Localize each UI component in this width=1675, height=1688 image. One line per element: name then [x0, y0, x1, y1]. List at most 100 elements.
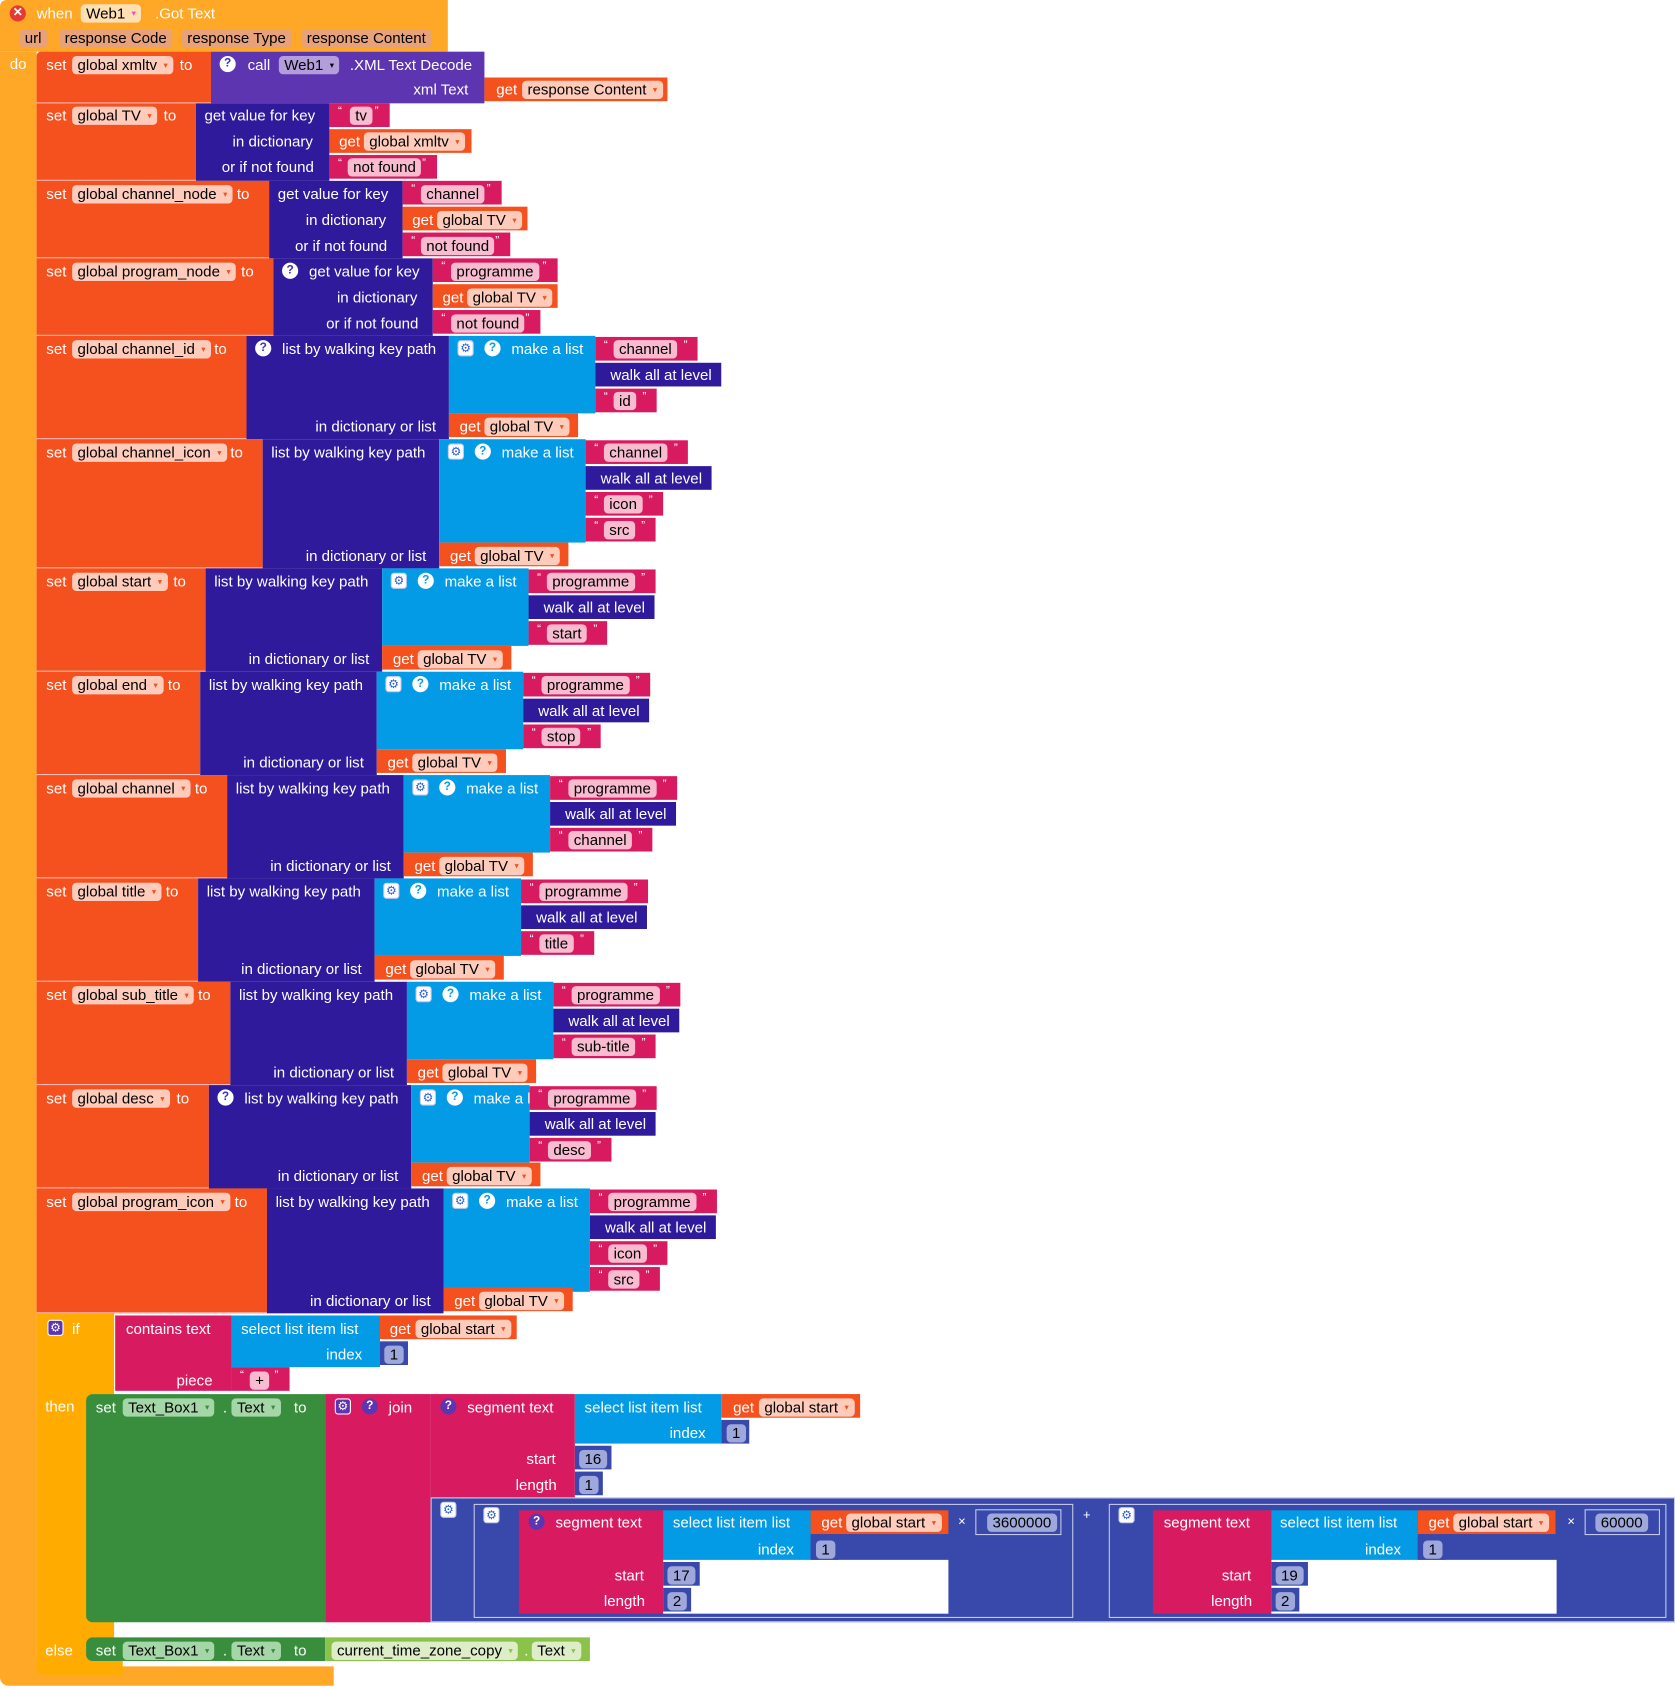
list-by-walking-key-path-block[interactable] — [208, 1085, 412, 1189]
help-icon[interactable]: ? — [479, 1192, 496, 1209]
var-dropdown[interactable]: global desc ▾ — [72, 1089, 170, 1108]
segment-text-block-minutes[interactable] — [1152, 1510, 1272, 1614]
contains-text-block[interactable] — [115, 1315, 232, 1391]
number-value[interactable]: 17 — [667, 1566, 695, 1585]
param-url[interactable]: url — [19, 29, 47, 48]
help-icon[interactable]: ? — [219, 55, 236, 73]
var-dropdown[interactable]: global channel_icon ▾ — [72, 443, 227, 462]
gear-icon[interactable]: ⚙ — [385, 676, 402, 693]
walk-all-at-level-block[interactable]: walk all at level — [589, 1215, 717, 1240]
gear-icon[interactable]: ⚙ — [483, 1507, 500, 1524]
walk-all-at-level-block[interactable]: walk all at level — [595, 362, 722, 387]
component-dropdown-web1[interactable]: Web1 ▾ — [278, 55, 340, 75]
help-icon[interactable]: ? — [361, 1398, 378, 1415]
var-dropdown[interactable]: response Content ▾ — [522, 80, 663, 100]
help-icon[interactable]: ? — [484, 340, 501, 357]
help-icon[interactable]: ? — [282, 262, 299, 279]
property-dropdown-text[interactable]: Text ▾ — [231, 1641, 281, 1660]
help-icon[interactable]: ? — [217, 1089, 234, 1106]
var-dropdown[interactable]: global TV ▾ — [410, 960, 496, 979]
join-block[interactable] — [325, 1394, 431, 1623]
var-dropdown[interactable]: global end ▾ — [72, 676, 164, 695]
help-icon[interactable]: ? — [442, 986, 459, 1003]
var-dropdown[interactable]: global program_node ▾ — [72, 262, 237, 281]
segment-text-block-hours[interactable] — [518, 1510, 664, 1614]
number-value[interactable]: 2 — [1275, 1592, 1295, 1611]
component-dropdown-tz-copy[interactable]: current_time_zone_copy ▾ — [331, 1641, 519, 1660]
gear-icon[interactable]: ⚙ — [47, 1319, 64, 1336]
var-dropdown[interactable]: global TV ▾ — [446, 1166, 532, 1186]
string-value[interactable]: start — [546, 624, 587, 643]
component-dropdown-web1[interactable]: Web1 ▾ — [80, 4, 142, 23]
param-response-code[interactable]: response Code — [59, 29, 173, 48]
var-dropdown[interactable]: global TV ▾ — [442, 1063, 528, 1082]
gear-icon[interactable]: ⚙ — [412, 779, 429, 796]
var-dropdown[interactable]: global start ▾ — [846, 1513, 942, 1532]
help-icon[interactable]: ? — [255, 340, 272, 357]
walk-all-at-level-block[interactable]: walk all at level — [523, 698, 650, 723]
gear-icon[interactable]: ⚙ — [447, 443, 464, 460]
string-value[interactable]: stop — [541, 727, 581, 747]
var-dropdown[interactable]: global TV ▾ — [484, 417, 570, 436]
number-value[interactable]: 60000 — [1595, 1513, 1649, 1532]
string-value[interactable]: not found — [420, 236, 495, 256]
help-icon[interactable]: ? — [410, 882, 427, 899]
var-dropdown[interactable]: global xmltv ▾ — [72, 55, 174, 75]
string-value[interactable]: channel — [568, 831, 632, 850]
gear-icon[interactable]: ⚙ — [457, 340, 474, 357]
string-value[interactable]: programme — [546, 572, 635, 591]
var-dropdown[interactable]: global start ▾ — [1453, 1513, 1549, 1532]
var-dropdown[interactable]: global TV ▾ — [417, 650, 503, 669]
number-value[interactable]: 1 — [726, 1424, 746, 1443]
component-dropdown-textbox1[interactable]: Text_Box1 ▾ — [122, 1641, 215, 1660]
var-dropdown[interactable]: global program_icon ▾ — [72, 1192, 231, 1212]
help-icon[interactable]: ? — [528, 1513, 545, 1530]
string-value[interactable]: channel — [603, 443, 668, 462]
param-response-content[interactable]: response Content — [301, 29, 432, 48]
list-by-walking-key-path-block[interactable] — [205, 568, 383, 672]
number-value[interactable]: 2 — [667, 1592, 687, 1611]
gear-icon[interactable]: ⚙ — [419, 1089, 436, 1106]
walk-all-at-level-block[interactable]: walk all at level — [528, 595, 655, 619]
number-value[interactable]: 16 — [579, 1450, 607, 1469]
string-value[interactable]: desc — [547, 1141, 591, 1160]
param-response-type[interactable]: response Type — [181, 29, 292, 48]
set-textbox1-text-block[interactable] — [86, 1394, 326, 1623]
string-value[interactable]: sub-title — [571, 1037, 636, 1057]
string-value[interactable]: programme — [608, 1192, 697, 1212]
list-by-walking-key-path-block[interactable] — [246, 335, 449, 440]
gear-icon[interactable]: ⚙ — [452, 1192, 469, 1209]
walk-all-at-level-block[interactable]: walk all at level — [550, 801, 677, 826]
string-value[interactable]: icon — [603, 495, 643, 514]
var-dropdown[interactable]: global start ▾ — [758, 1398, 855, 1417]
list-by-walking-key-path-block[interactable] — [262, 439, 440, 569]
help-icon[interactable]: ? — [440, 1398, 457, 1415]
gear-icon[interactable]: ⚙ — [390, 572, 407, 589]
select-list-item-block[interactable] — [663, 1510, 811, 1560]
help-icon[interactable]: ? — [474, 443, 491, 460]
var-dropdown[interactable]: global start ▾ — [415, 1319, 511, 1339]
help-icon[interactable]: ? — [417, 572, 434, 589]
gear-icon[interactable]: ⚙ — [440, 1501, 457, 1518]
var-dropdown[interactable]: global xmltv ▾ — [363, 132, 465, 151]
string-value[interactable]: src — [603, 521, 635, 540]
help-icon[interactable]: ? — [446, 1089, 463, 1106]
help-icon[interactable]: ? — [412, 676, 429, 693]
call-web1-xml-decode-block[interactable] — [210, 51, 485, 104]
string-value[interactable]: programme — [571, 986, 660, 1005]
walk-all-at-level-block[interactable]: walk all at level — [585, 466, 712, 490]
string-value[interactable]: programme — [547, 1089, 636, 1108]
var-dropdown[interactable]: global TV ▾ — [72, 106, 158, 125]
string-value[interactable]: programme — [541, 676, 630, 695]
var-dropdown[interactable]: global sub_title ▾ — [72, 986, 195, 1005]
number-value[interactable]: 1 — [384, 1345, 404, 1364]
string-value[interactable]: programme — [568, 779, 657, 798]
list-by-walking-key-path-block[interactable] — [200, 671, 377, 776]
var-dropdown[interactable]: global TV ▾ — [479, 1291, 565, 1311]
select-list-item-block[interactable] — [231, 1315, 381, 1368]
string-value[interactable]: not found — [451, 314, 525, 333]
var-dropdown[interactable]: global channel ▾ — [72, 779, 191, 798]
number-value[interactable]: 1 — [1423, 1540, 1443, 1559]
string-value[interactable]: programme — [451, 262, 539, 281]
property-dropdown-text[interactable]: Text ▾ — [231, 1398, 281, 1417]
